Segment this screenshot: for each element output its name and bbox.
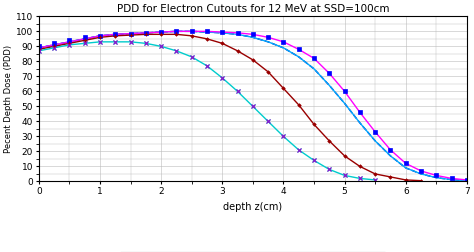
X-axis label: depth z(cm): depth z(cm) bbox=[223, 202, 283, 211]
Y-axis label: Pecent Depth Dose (PDD): Pecent Depth Dose (PDD) bbox=[4, 45, 13, 153]
Title: PDD for Electron Cutouts for 12 MeV at SSD=100cm: PDD for Electron Cutouts for 12 MeV at S… bbox=[117, 4, 389, 14]
